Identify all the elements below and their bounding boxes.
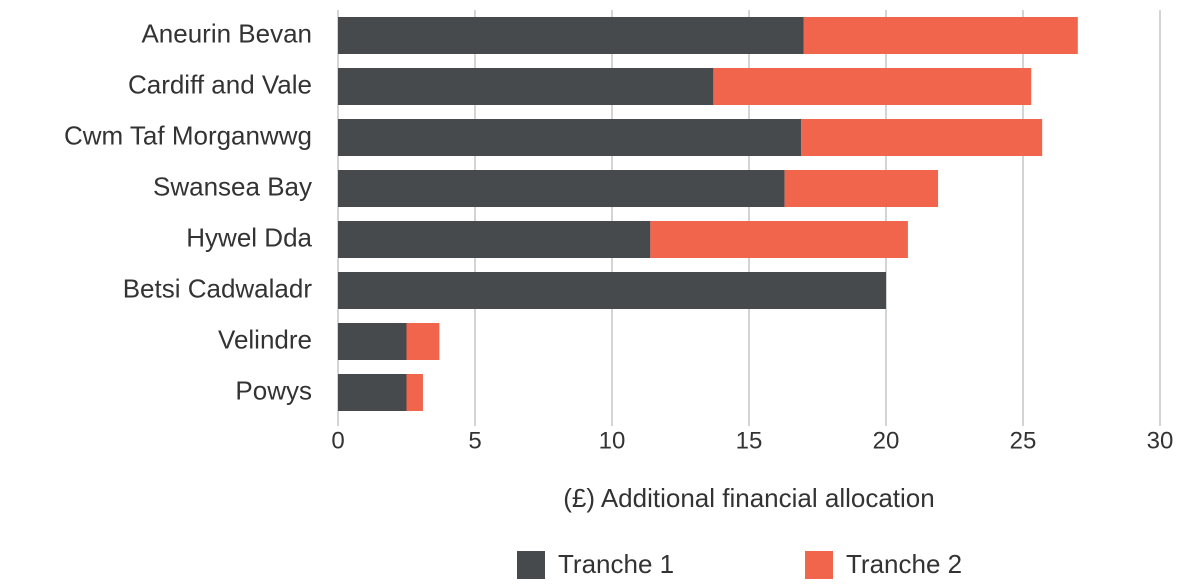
- bar-segment: [338, 119, 802, 156]
- legend-label: Tranche 2: [846, 549, 962, 579]
- bar-segment: [338, 68, 714, 105]
- x-tick-label: 15: [736, 427, 763, 454]
- y-tick-label: Velindre: [218, 324, 312, 354]
- x-tick-label: 0: [331, 427, 344, 454]
- bar-segment: [338, 374, 407, 411]
- bar-segment: [338, 17, 804, 54]
- bar-segment: [338, 221, 651, 258]
- x-tick-label: 25: [1010, 427, 1037, 454]
- y-tick-label: Swansea Bay: [153, 171, 312, 201]
- x-axis-title: (£) Additional financial allocation: [563, 483, 934, 513]
- bar-segment: [338, 323, 407, 360]
- bar-segment: [713, 68, 1032, 105]
- x-tick-label: 10: [599, 427, 626, 454]
- y-tick-label: Cwm Taf Morganwwg: [64, 120, 312, 150]
- legend-label: Tranche 1: [558, 549, 674, 579]
- y-tick-label: Powys: [235, 375, 312, 405]
- x-tick-label: 30: [1147, 427, 1174, 454]
- bar-segment: [650, 221, 908, 258]
- bar-segment: [784, 170, 939, 207]
- bar-segment: [406, 374, 423, 411]
- y-tick-label: Aneurin Bevan: [141, 18, 312, 48]
- x-tick-label: 20: [873, 427, 900, 454]
- bar-segment: [338, 272, 886, 309]
- x-tick-label: 5: [468, 427, 481, 454]
- legend-swatch: [517, 551, 545, 579]
- y-tick-label: Cardiff and Vale: [128, 69, 312, 99]
- bar-segment: [406, 323, 440, 360]
- bar-segment: [803, 17, 1078, 54]
- legend-swatch: [805, 551, 833, 579]
- y-tick-label: Betsi Cadwaladr: [123, 273, 313, 303]
- y-tick-label: Hywel Dda: [186, 222, 312, 252]
- bar-segment: [801, 119, 1043, 156]
- bar-segment: [338, 170, 785, 207]
